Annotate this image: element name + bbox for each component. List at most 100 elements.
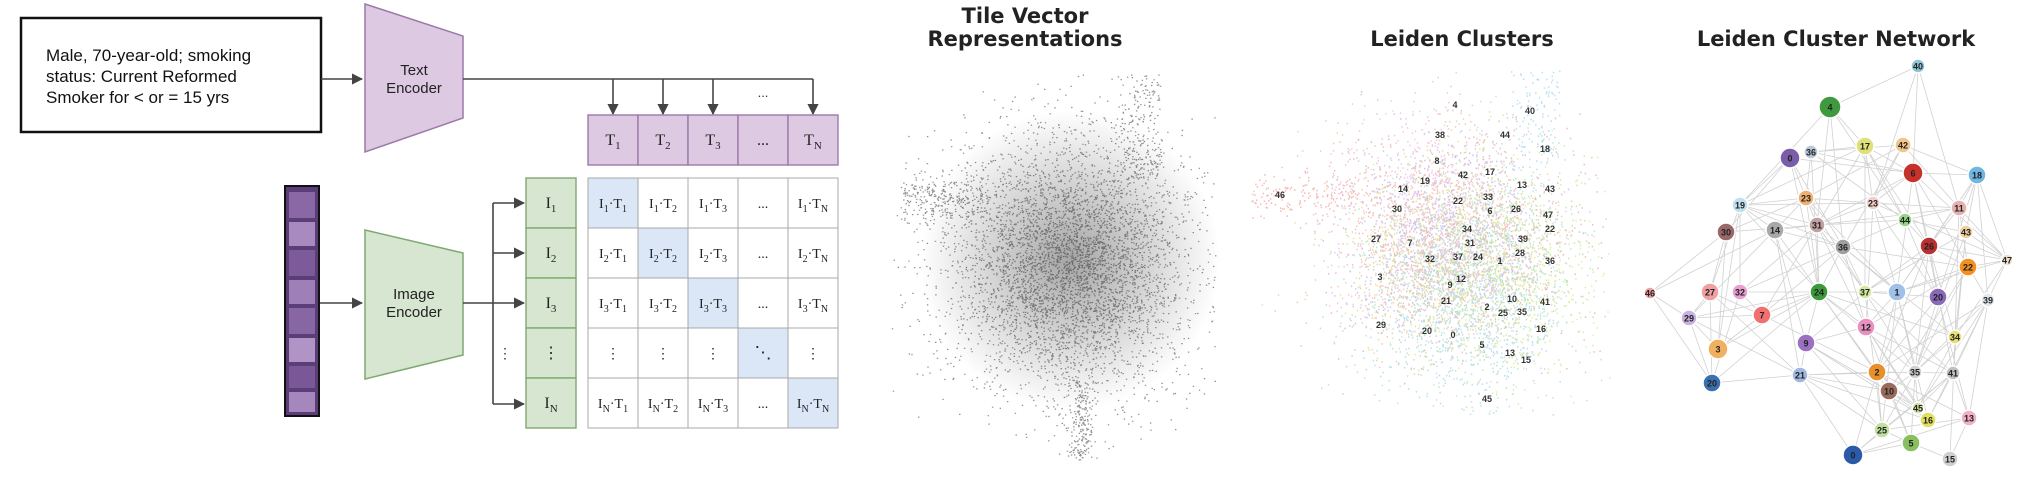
leiden-cluster-label: 47 (1543, 210, 1553, 220)
matrix-cell-label: ⋱ (755, 343, 772, 362)
leiden-cluster-label: 34 (1462, 224, 1472, 234)
network-node-label: 36 (1806, 148, 1816, 158)
network-node (1791, 366, 1809, 384)
text-embedding-cell (587, 114, 639, 166)
matrix-cell (787, 377, 839, 429)
matrix-cell (787, 277, 839, 329)
matrix-cell (637, 227, 689, 279)
leiden-cluster-points (1327, 111, 1605, 408)
arrow-ellipsis: ... (758, 85, 769, 100)
network-node-label: 26 (1924, 242, 1934, 252)
network-node-label: 42 (1898, 141, 1908, 151)
leiden-cluster-label: 44 (1500, 130, 1510, 140)
network-node (1865, 195, 1881, 211)
image-embedding-cell (525, 377, 577, 429)
matrix-cell-label: I2·T2 (649, 247, 677, 265)
network-node (1818, 95, 1842, 119)
matrix-cell-label: IN·T3 (698, 397, 728, 415)
network-edges (1649, 65, 2008, 460)
network-node (1702, 373, 1722, 393)
image-embedding-label: I3 (546, 295, 557, 315)
leiden-cluster-points (1274, 161, 1594, 414)
network-node-label: 27 (1705, 288, 1715, 298)
network-node-label: 0 (1850, 451, 1855, 461)
cluster-network-title: Leiden Cluster Network (1697, 27, 1976, 51)
text-encoder-label-1: Text (400, 62, 428, 79)
leiden-cluster-label: 6 (1487, 206, 1492, 216)
network-node (1950, 199, 1968, 217)
network-node (1919, 411, 1937, 429)
leiden-cluster-label: 37 (1453, 252, 1463, 262)
leiden-cluster-points (1296, 71, 1566, 379)
matrix-cell-label: ⋮ (806, 347, 820, 362)
leiden-cluster-label: 42 (1458, 170, 1468, 180)
tile-vector-points (891, 74, 1217, 461)
leiden-cluster-label: 15 (1521, 355, 1531, 365)
network-node (1707, 338, 1729, 360)
network-node-label: 40 (1913, 62, 1923, 72)
matrix-cell-label: IN·T1 (598, 397, 628, 415)
network-node (1947, 329, 1963, 345)
image-embedding-cell (525, 277, 577, 329)
matrix-cell (687, 327, 739, 379)
leiden-cluster-label: 13 (1517, 180, 1527, 190)
matrix-cell-label: I2·T1 (599, 247, 627, 265)
matrix-cell (637, 327, 689, 379)
matrix-cell-label: I1·TN (798, 197, 828, 215)
matrix-cell (637, 177, 689, 229)
matrix-cell-label: I3·TN (798, 297, 828, 315)
text-embedding-label: ... (757, 132, 769, 149)
matrix-cell-label: ... (758, 297, 769, 312)
leiden-cluster-label: 30 (1392, 204, 1402, 214)
matrix-cell (687, 227, 739, 279)
matrix-cell (637, 377, 689, 429)
text-encoder: Text Encoder (364, 2, 464, 154)
network-node-label: 30 (1721, 228, 1731, 238)
matrix-cell (687, 277, 739, 329)
matrix-cell (587, 377, 639, 429)
leiden-clusters-scatter (1251, 70, 1611, 416)
network-node (1910, 58, 1926, 74)
network-node (1867, 362, 1887, 382)
leiden-cluster-label: 19 (1420, 176, 1430, 186)
leiden-cluster-points (1319, 70, 1607, 416)
network-node-label: 43 (1961, 228, 1971, 238)
leiden-cluster-label: 4 (1452, 100, 1457, 110)
prompt-line-1: Male, 70-year-old; smoking (46, 46, 251, 65)
network-node-label: 31 (1812, 221, 1822, 231)
matrix-cell-label: I3·T1 (599, 297, 627, 315)
network-node-label: 36 (1838, 243, 1848, 253)
matrix-cell-label: IN·T2 (648, 397, 678, 415)
leiden-cluster-label: 27 (1371, 234, 1381, 244)
tile-vector-title-1: Tile Vector (962, 4, 1090, 28)
image-encoder-label-2: Encoder (386, 304, 442, 321)
network-node (1911, 401, 1925, 415)
network-node (1873, 421, 1891, 439)
network-node-label: 32 (1735, 288, 1745, 298)
network-node (1809, 282, 1829, 302)
leiden-cluster-label: 28 (1515, 248, 1525, 258)
leiden-cluster-label: 29 (1376, 320, 1386, 330)
leiden-cluster-label: 1 (1497, 256, 1502, 266)
matrix-cell-label: I3·T2 (649, 297, 677, 315)
network-node-label: 35 (1910, 368, 1920, 378)
network-node (1765, 220, 1785, 240)
text-embedding-row: T1 T2 T3... TN (587, 114, 839, 166)
network-node-label: 20 (1933, 293, 1943, 303)
matrix-cell (787, 227, 839, 279)
matrix-cell (737, 377, 789, 429)
network-node-label: 3 (1715, 345, 1720, 355)
network-node (1894, 136, 1912, 154)
network-node (1967, 165, 1987, 185)
network-node (1897, 212, 1913, 228)
network-node-label: 6 (1910, 169, 1915, 179)
network-node (1857, 284, 1873, 300)
matrix-cell (587, 327, 639, 379)
leiden-cluster-label: 2 (1484, 302, 1489, 312)
image-embedding-column: I1 I2 I3 ⋮ IN (525, 177, 577, 429)
network-node (1919, 236, 1939, 256)
leiden-cluster-label: 38 (1435, 130, 1445, 140)
network-node-label: 9 (1803, 339, 1808, 349)
